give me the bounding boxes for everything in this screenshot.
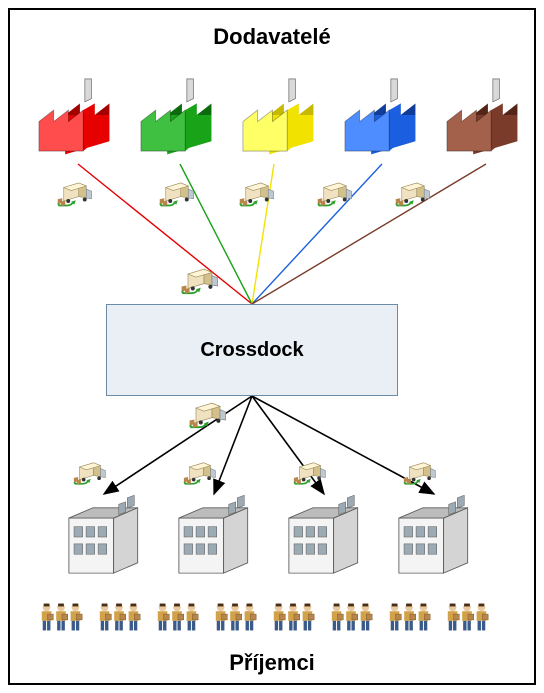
people-group-icon-5 [326,600,376,634]
receiver-arrow-0 [104,396,252,494]
receiver-building-icon-1 [172,494,258,580]
receiver-building-icon-3 [392,494,478,580]
people-group-icon-4 [268,600,318,634]
people-group-icon-2 [152,600,202,634]
crossdock-label: Crossdock [200,339,303,362]
supplier-truck-icon-3 [316,180,354,210]
people-group-icon-7 [442,600,492,634]
people-group-icon-3 [210,600,260,634]
factory-icon-1 [136,72,218,158]
factory-icon-2 [238,72,320,158]
factory-icon-3 [340,72,422,158]
receiver-truck-icon-3 [402,460,438,488]
supplier-truck-icon-0 [56,180,94,210]
receiver-truck-icon-2 [292,460,328,488]
factory-icon-4 [442,72,524,158]
factory-icon-0 [34,72,116,158]
receiver-truck-icon-0 [72,460,108,488]
receiver-building-icon-2 [282,494,368,580]
supplier-truck-icon-1 [158,180,196,210]
receiver-building-icon-0 [62,494,148,580]
receiver-truck-icon-1 [182,460,218,488]
people-group-icon-1 [94,600,144,634]
crossdock-box: Crossdock [106,304,398,396]
supplier-line-4 [252,164,486,304]
people-group-icon-6 [384,600,434,634]
hub-outbound-truck-icon [188,400,228,432]
supplier-truck-icon-2 [238,180,276,210]
supplier-truck-icon-4 [394,180,432,210]
people-group-icon-0 [36,600,86,634]
receivers-title: Příjemci [0,650,544,676]
diagram-canvas: Dodavatelé [0,0,544,693]
hub-inbound-truck-icon [180,266,220,298]
